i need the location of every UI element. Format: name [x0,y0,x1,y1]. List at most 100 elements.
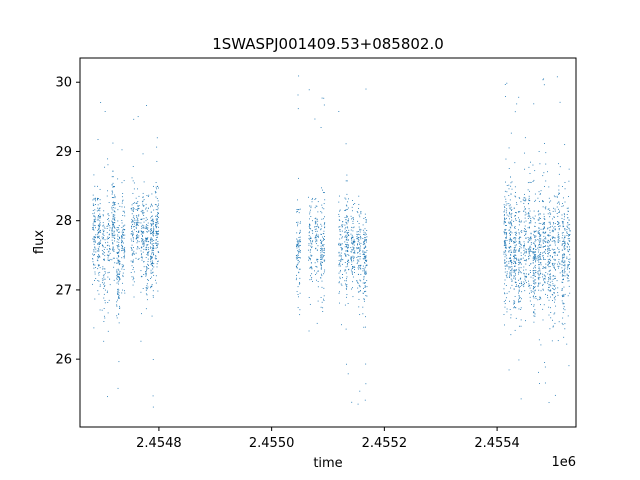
data-point [358,223,360,225]
data-point [545,293,546,295]
data-point [345,266,347,268]
data-point [532,249,534,250]
data-point [148,230,150,232]
data-point [513,307,515,309]
data-point [550,200,552,202]
data-point [299,251,301,253]
data-point [533,286,535,288]
data-point [548,306,550,308]
data-point [314,270,315,272]
data-point [514,273,516,275]
data-point [564,267,566,269]
data-point [124,215,126,217]
data-point [350,251,352,253]
data-point [525,211,527,213]
data-point [107,251,109,253]
data-point [532,251,534,253]
data-point [505,243,507,245]
data-point [151,240,153,242]
data-point [94,241,96,243]
data-point [358,239,360,241]
data-point [296,247,298,249]
data-point [152,219,154,221]
data-point [316,259,318,261]
data-point [341,247,343,249]
data-point [547,281,549,282]
data-point [107,213,109,215]
data-point [557,221,558,222]
x-axis-ticks: 2.4548 2.4550 2.4552 2.4554 [136,427,520,451]
data-point [114,194,116,196]
data-point [528,226,530,228]
data-point [356,238,358,240]
data-point [534,236,536,238]
data-point [545,249,546,251]
data-point [297,294,299,295]
data-point [146,210,148,212]
data-point [156,206,158,208]
data-point [140,222,142,224]
data-point [354,267,356,268]
data-point [346,294,348,296]
data-point [118,264,120,266]
data-point [549,250,551,251]
data-point [150,240,152,242]
data-point [567,266,569,268]
data-point [320,267,322,269]
data-point [504,251,506,253]
data-point [101,309,103,311]
data-point [311,267,313,269]
data-point [118,251,120,253]
data-point [104,317,106,319]
data-point [111,206,113,208]
data-point [516,244,517,246]
data-point [549,273,551,275]
data-point [364,291,365,293]
data-point [315,220,317,222]
data-point [138,215,140,217]
data-point [152,271,154,273]
data-point [529,292,530,294]
data-point [563,286,565,288]
data-point [519,283,520,284]
data-point [156,214,158,216]
data-point [359,290,361,292]
data-point [509,199,511,201]
data-point [133,222,135,223]
data-point [146,270,147,272]
y-tick-label: 29 [55,145,72,160]
data-point [111,212,113,214]
data-point [352,222,354,224]
data-point [359,285,361,287]
data-point [152,296,154,298]
data-point [104,285,106,287]
data-point [545,267,547,269]
data-point [310,266,312,268]
data-point [114,238,116,239]
data-point [519,210,521,212]
data-point [145,226,147,228]
data-point [520,221,522,223]
data-point [149,233,151,235]
data-point [156,233,158,235]
data-point [107,257,109,259]
data-point [510,231,512,232]
data-point [157,221,159,223]
data-point [157,207,159,209]
data-point [534,315,536,317]
data-point [543,227,544,229]
data-point [151,260,153,262]
data-point [514,237,516,239]
data-point [553,223,554,225]
data-point [142,197,144,199]
data-point [525,228,526,230]
data-point [526,249,527,251]
data-point [566,277,568,279]
data-point [561,267,563,269]
data-point [323,224,325,226]
data-point [357,220,359,222]
data-point [509,246,511,248]
data-point [322,257,323,259]
data-point [338,252,340,254]
data-point [363,233,365,235]
